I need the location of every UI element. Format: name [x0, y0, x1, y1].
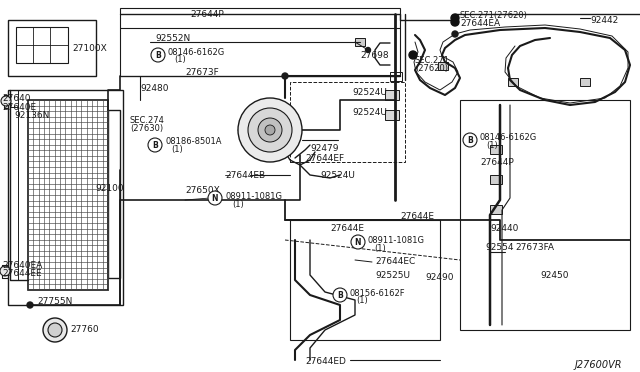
- Text: 92524U: 92524U: [352, 108, 387, 116]
- Text: 27644EE: 27644EE: [2, 269, 42, 279]
- Text: 08156-6162F: 08156-6162F: [350, 289, 406, 298]
- Text: 27644EA: 27644EA: [460, 19, 500, 28]
- Bar: [290, 220, 440, 340]
- Text: 92524U: 92524U: [352, 87, 387, 96]
- Text: 08186-8501A: 08186-8501A: [165, 137, 221, 145]
- Text: (1): (1): [486, 141, 498, 150]
- Circle shape: [0, 266, 10, 276]
- Text: 27673F: 27673F: [185, 67, 219, 77]
- Text: 27650X: 27650X: [185, 186, 220, 195]
- Text: SEC.274: SEC.274: [130, 115, 165, 125]
- Circle shape: [151, 48, 165, 62]
- Text: 08911-1081G: 08911-1081G: [225, 192, 282, 201]
- Circle shape: [365, 48, 371, 52]
- Circle shape: [43, 318, 67, 342]
- Text: N: N: [355, 237, 361, 247]
- Circle shape: [282, 73, 288, 79]
- Text: 92554: 92554: [485, 244, 513, 253]
- Text: B: B: [152, 141, 158, 150]
- Text: 27100X: 27100X: [72, 44, 107, 52]
- Text: 27673FA: 27673FA: [515, 244, 554, 253]
- Text: 92442: 92442: [590, 16, 618, 25]
- Text: 27644P: 27644P: [480, 157, 514, 167]
- Circle shape: [248, 108, 292, 152]
- Circle shape: [333, 288, 347, 302]
- Circle shape: [451, 14, 459, 22]
- Circle shape: [148, 138, 162, 152]
- Text: (1): (1): [174, 55, 186, 64]
- Bar: [16, 27, 68, 63]
- Bar: [490, 205, 502, 214]
- Text: 08146-6162G: 08146-6162G: [480, 132, 537, 141]
- Text: SEC.271(27620): SEC.271(27620): [460, 10, 528, 19]
- Text: 27644EB: 27644EB: [225, 170, 265, 180]
- Bar: [28, 100, 108, 290]
- Bar: [8, 20, 96, 76]
- Text: (27630): (27630): [130, 124, 163, 132]
- Text: 92480: 92480: [140, 83, 168, 93]
- Circle shape: [265, 125, 275, 135]
- Text: SEC.271: SEC.271: [415, 55, 450, 64]
- Circle shape: [1, 96, 11, 106]
- Circle shape: [258, 118, 282, 142]
- Text: B: B: [467, 135, 473, 144]
- Text: (1): (1): [171, 144, 183, 154]
- Circle shape: [452, 31, 458, 37]
- Text: 27755N: 27755N: [37, 298, 72, 307]
- Bar: [290, 82, 405, 162]
- Text: 27698: 27698: [360, 51, 388, 60]
- Text: 27644EF: 27644EF: [305, 154, 344, 163]
- Text: 92100: 92100: [95, 183, 124, 192]
- Bar: [490, 175, 502, 184]
- Bar: [8, 90, 123, 305]
- Text: B: B: [155, 51, 161, 60]
- Text: (1): (1): [356, 296, 368, 305]
- Bar: [580, 78, 590, 86]
- Text: 27644P: 27644P: [190, 10, 224, 19]
- Text: B: B: [337, 291, 343, 299]
- Circle shape: [351, 235, 365, 249]
- Text: (1): (1): [374, 244, 386, 253]
- Bar: [385, 90, 399, 100]
- Text: 92525U: 92525U: [375, 270, 410, 279]
- Text: 08911-1081G: 08911-1081G: [368, 235, 425, 244]
- Text: (27620): (27620): [415, 64, 448, 73]
- Text: 27644EC: 27644EC: [375, 257, 415, 266]
- Text: 92479: 92479: [310, 144, 339, 153]
- Text: 92524U: 92524U: [320, 170, 355, 180]
- Bar: [438, 62, 448, 70]
- Text: 92552N: 92552N: [155, 33, 190, 42]
- Text: N: N: [212, 193, 218, 202]
- Text: 27644E: 27644E: [400, 212, 434, 221]
- Text: 27760: 27760: [70, 326, 99, 334]
- Circle shape: [451, 18, 459, 26]
- Text: 27640E: 27640E: [2, 103, 36, 112]
- Circle shape: [48, 323, 62, 337]
- Text: (1): (1): [232, 199, 244, 208]
- Circle shape: [208, 191, 222, 205]
- Text: 27640EA: 27640EA: [2, 260, 42, 269]
- Text: 92136N: 92136N: [14, 110, 49, 119]
- Circle shape: [463, 133, 477, 147]
- Bar: [385, 110, 399, 120]
- Bar: [508, 78, 518, 86]
- Text: 27640: 27640: [2, 93, 31, 103]
- Text: 92490: 92490: [425, 273, 454, 282]
- Circle shape: [27, 302, 33, 308]
- Bar: [390, 72, 402, 81]
- Bar: [120, 8, 400, 76]
- Text: 92450: 92450: [540, 270, 568, 279]
- Text: 08146-6162G: 08146-6162G: [168, 48, 225, 57]
- Text: J27600VR: J27600VR: [575, 360, 623, 370]
- Bar: [355, 38, 365, 46]
- Text: 92440: 92440: [490, 224, 518, 232]
- Text: 27644ED: 27644ED: [305, 357, 346, 366]
- Circle shape: [238, 98, 302, 162]
- Text: 27644E: 27644E: [330, 224, 364, 232]
- Bar: [460, 100, 630, 330]
- Circle shape: [409, 51, 417, 59]
- Bar: [490, 145, 502, 154]
- Bar: [108, 110, 120, 278]
